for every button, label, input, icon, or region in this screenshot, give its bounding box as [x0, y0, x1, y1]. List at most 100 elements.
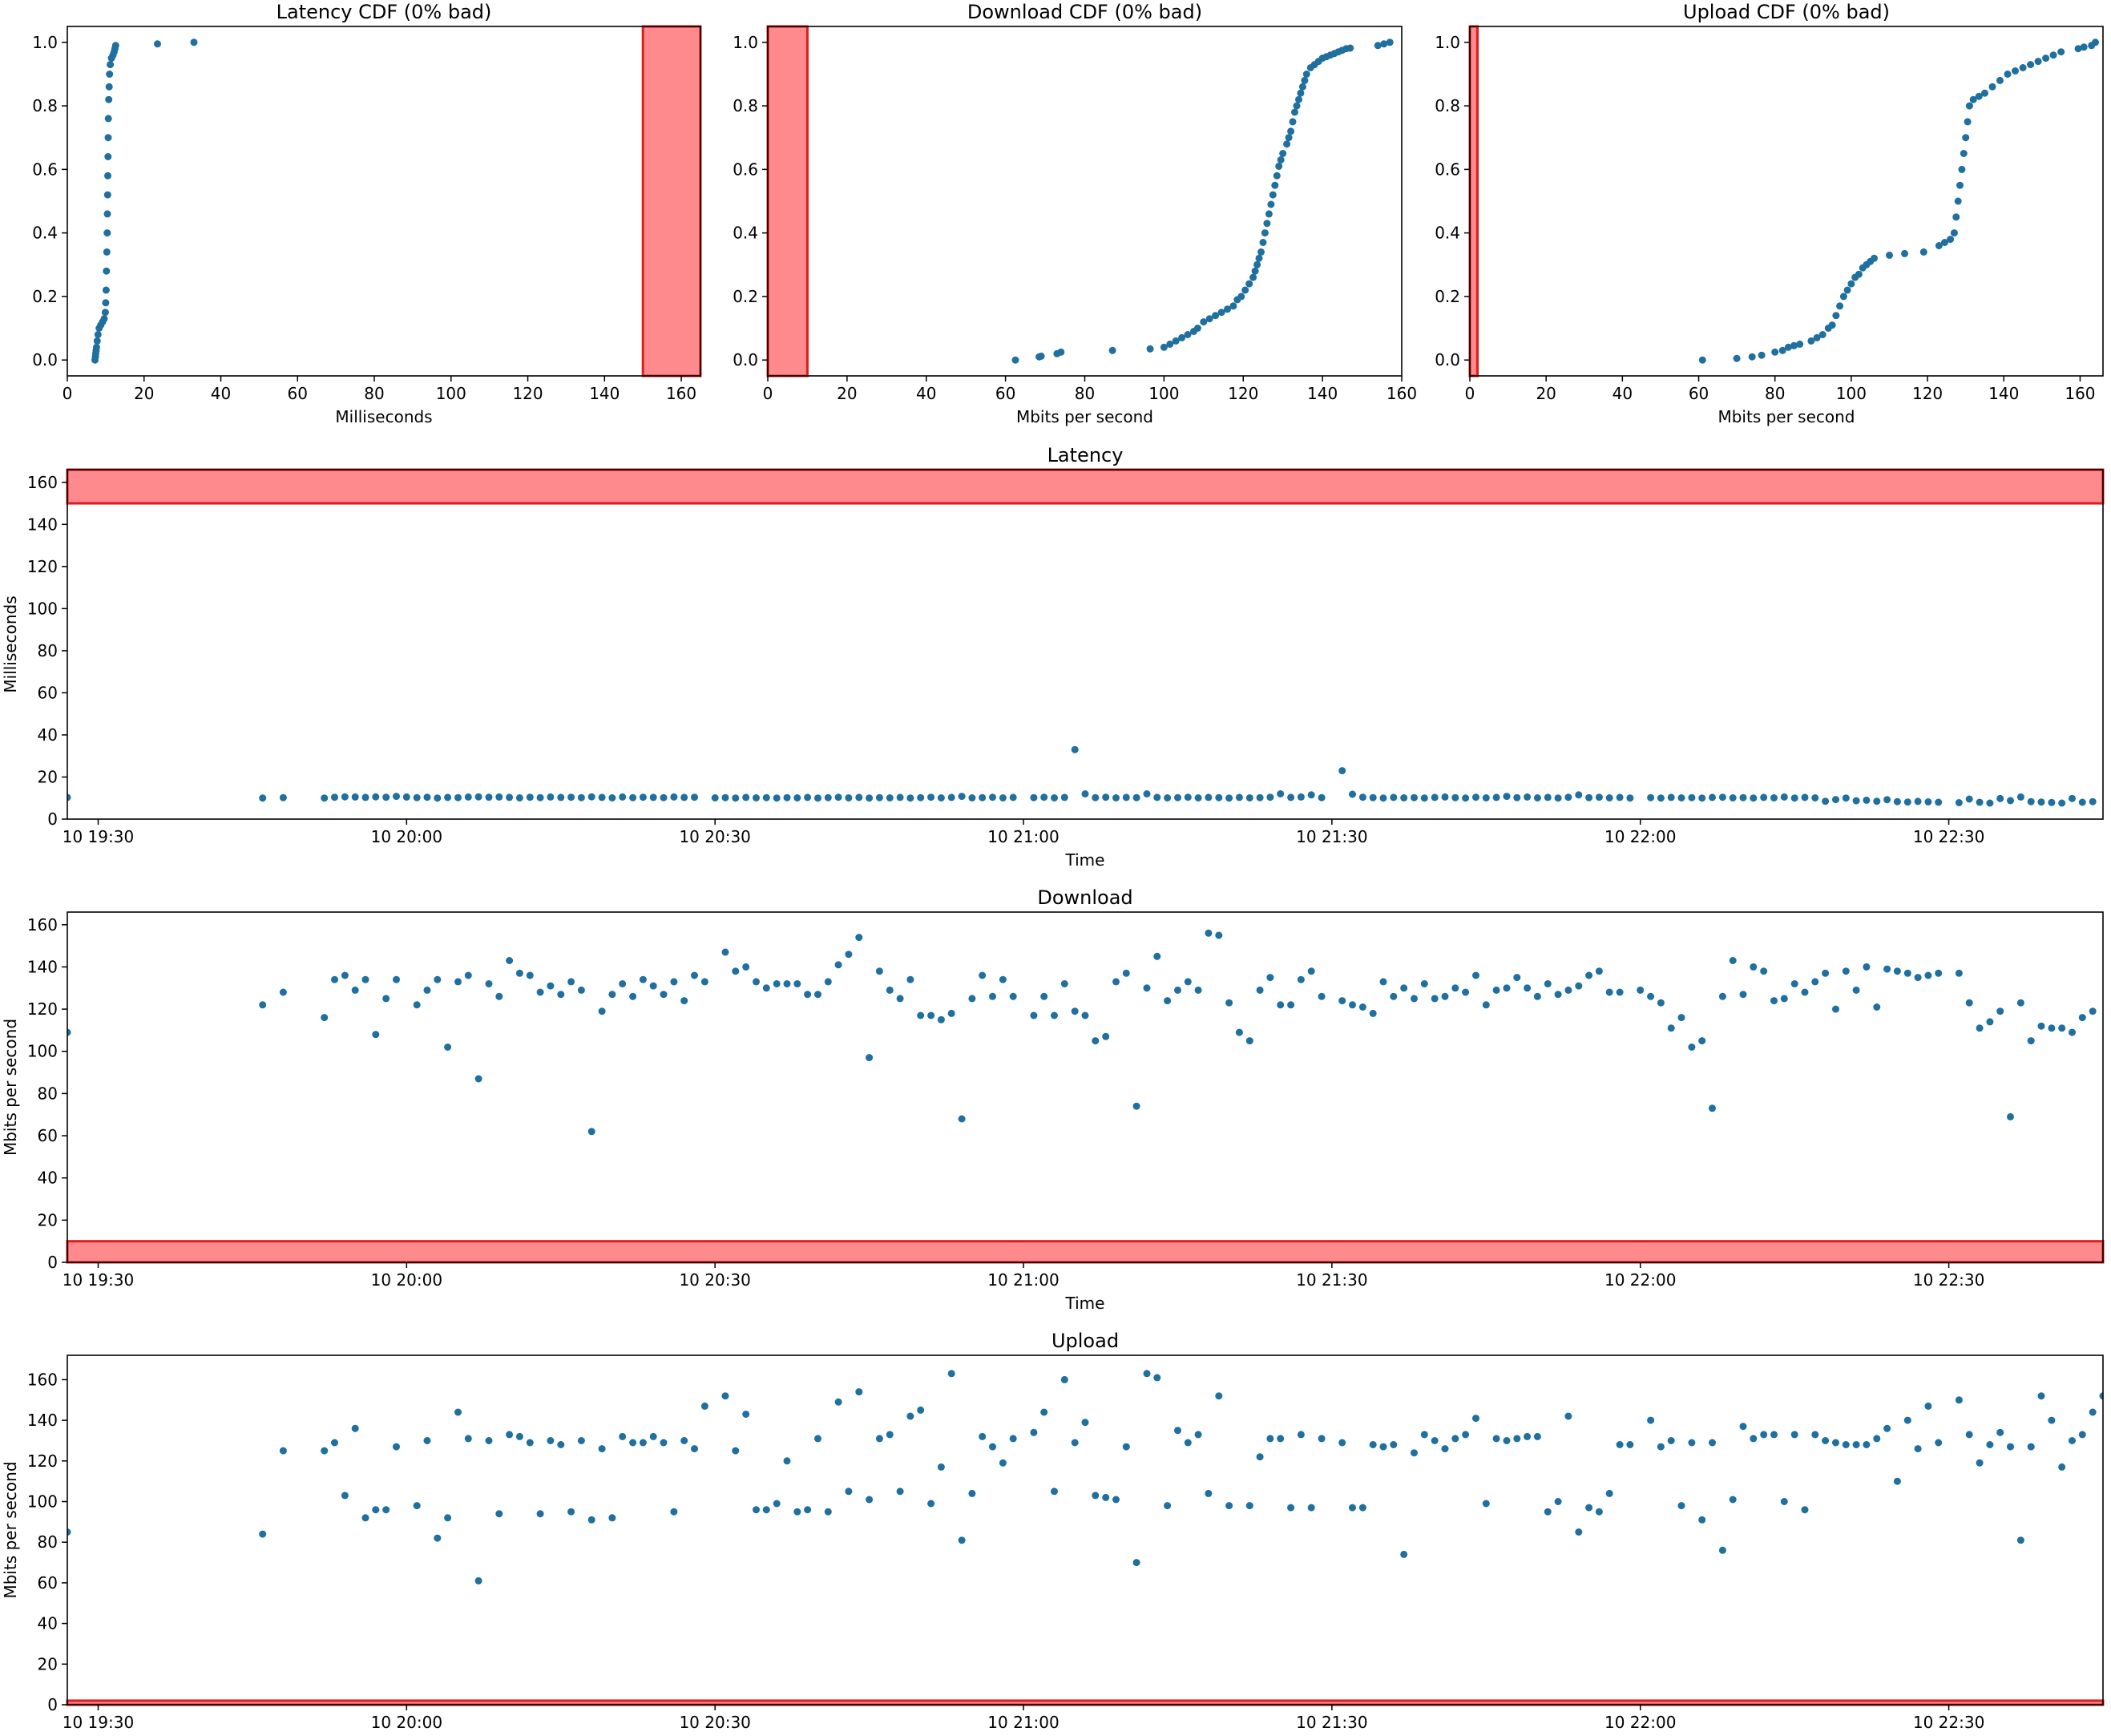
data-point [1441, 992, 1449, 1000]
data-point [526, 1439, 534, 1447]
data-point [1051, 1011, 1058, 1019]
data-point [1955, 1396, 1963, 1404]
data-point [351, 986, 359, 994]
data-point [639, 1439, 647, 1447]
y-tick-label: 60 [38, 683, 58, 702]
data-point [1855, 270, 1863, 278]
data-point [2037, 1022, 2045, 1030]
x-tick-label: 160 [2065, 384, 2095, 403]
data-point [474, 793, 482, 801]
data-point [1688, 1439, 1696, 1447]
data-point [2080, 43, 2088, 51]
data-point [906, 1412, 914, 1420]
data-point [1657, 794, 1665, 802]
data-point [1976, 1024, 1984, 1032]
data-point [102, 299, 110, 307]
data-point [1143, 790, 1151, 797]
data-point [1277, 790, 1285, 797]
data-point [1482, 794, 1490, 801]
data-point [474, 1577, 482, 1585]
data-point [1688, 793, 1696, 801]
data-point [1400, 984, 1408, 992]
data-point [103, 248, 111, 256]
x-axis-label: Milliseconds [335, 407, 432, 426]
data-point [547, 793, 555, 801]
data-point [2027, 797, 2035, 805]
data-point [845, 794, 853, 801]
data-point [649, 1432, 657, 1440]
data-point [1256, 986, 1264, 994]
data-point [393, 1443, 400, 1451]
data-point [1780, 995, 1788, 1003]
data-point [680, 793, 688, 801]
data-point [1390, 1441, 1398, 1448]
data-point [1289, 118, 1297, 126]
data-point [1863, 963, 1871, 971]
data-point [104, 172, 111, 180]
data-point [721, 948, 729, 956]
data-point [577, 986, 585, 994]
data-point [1132, 793, 1140, 801]
data-point [1750, 1435, 1758, 1443]
data-series [1011, 38, 1394, 364]
data-point [866, 1054, 874, 1062]
data-point [1950, 229, 1958, 237]
data-point [1235, 1028, 1243, 1036]
data-point [1358, 1003, 1366, 1011]
data-point [1811, 978, 1819, 986]
y-axis-label: Milliseconds [1, 595, 20, 692]
data-point [1667, 1024, 1675, 1032]
data-point [1760, 967, 1768, 975]
data-point [999, 794, 1007, 801]
data-point [762, 984, 770, 992]
data-point [598, 1007, 606, 1015]
data-point [259, 1530, 267, 1538]
data-point [1996, 794, 2004, 802]
data-point [1380, 40, 1388, 48]
data-point [1271, 181, 1279, 189]
x-tick-label: 140 [1307, 384, 1338, 403]
data-point [104, 115, 112, 123]
data-point [1172, 337, 1180, 345]
data-point [1245, 1037, 1253, 1045]
data-point [1241, 286, 1249, 294]
data-point [1164, 1502, 1172, 1510]
data-point [824, 793, 832, 801]
data-point [1194, 794, 1202, 801]
data-point [1102, 1493, 1110, 1501]
data-point [1677, 1014, 1685, 1022]
data-point [1030, 793, 1038, 801]
data-point [536, 988, 544, 996]
data-point [1698, 1516, 1706, 1524]
data-point [1307, 1504, 1315, 1512]
data-point [464, 793, 472, 801]
data-point [1297, 793, 1305, 801]
data-point [1277, 1001, 1285, 1009]
y-tick-label: 140 [27, 515, 58, 534]
data-point [1411, 1449, 1418, 1457]
data-point [793, 794, 801, 801]
chart-latency-time: 10 19:30 10 20:00 10 20:30 10 21:00 10 21:30… [1, 444, 2105, 870]
data-point [485, 793, 493, 801]
data-point [968, 995, 976, 1003]
data-point [1575, 791, 1583, 799]
data-point [1903, 798, 1911, 806]
data-point [721, 1392, 729, 1400]
data-point [1893, 1477, 1901, 1485]
data-point [1174, 793, 1181, 801]
data-point [1253, 260, 1261, 268]
data-point [2058, 1024, 2066, 1032]
x-tick-label: 10 20:00 [371, 1270, 442, 1290]
data-point [1451, 984, 1459, 992]
chart-title: Upload CDF (0% bad) [1683, 1, 1890, 23]
data-point [1955, 969, 1963, 977]
data-point [1750, 794, 1758, 802]
data-point [783, 1457, 791, 1465]
data-point [1698, 356, 1706, 364]
data-point [495, 992, 503, 1000]
x-tick-label: 10 21:00 [987, 1270, 1059, 1290]
data-point [321, 1447, 329, 1455]
data-point [979, 793, 987, 801]
data-point [1739, 793, 1747, 801]
data-point [1605, 1489, 1613, 1497]
